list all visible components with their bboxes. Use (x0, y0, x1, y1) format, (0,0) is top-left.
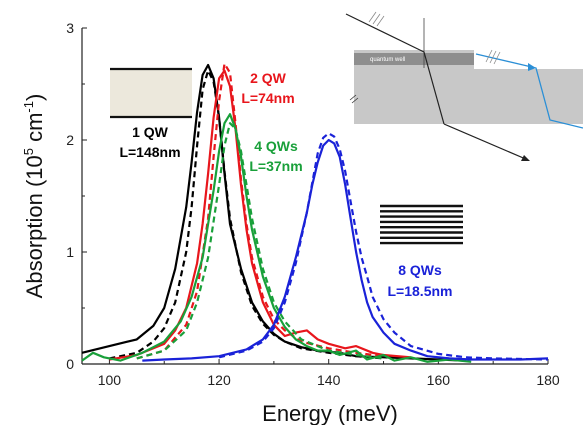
inset-quantum-well (354, 53, 474, 65)
x-axis-title: Energy (meV) (262, 401, 398, 425)
x-tick-label: 120 (207, 372, 231, 388)
x-tick-label: 100 (98, 372, 122, 388)
series-line-1 (109, 69, 384, 360)
series-line-4 (81, 113, 472, 363)
inset-slab-right (474, 69, 583, 124)
y-tick-label: 3 (66, 20, 74, 36)
y-title-unit-exp: -1 (21, 101, 36, 113)
x-tick-label: 140 (317, 372, 341, 388)
annotation-1qw-line2: L=148nm (119, 144, 180, 160)
y-title-unit: cm (22, 113, 47, 148)
series-line-5 (136, 122, 384, 360)
inset-black-ray-out (443, 123, 529, 161)
annotation-8qw: 8 QWs L=18.5nm (388, 262, 453, 299)
y-tick-label: 2 (66, 132, 74, 148)
inset-polarizer-black (368, 11, 385, 27)
y-title-main: Absorption (10 (22, 155, 47, 298)
y-axis-title: Absorption (105 cm-1) (21, 94, 47, 299)
series-curves (81, 62, 549, 363)
single-qw-icon (110, 67, 192, 119)
annotation-2qw-line2: L=74nm (241, 90, 294, 106)
inset-black-ray-refracted (423, 51, 445, 125)
y-tick-label: 1 (66, 244, 74, 260)
y-tick-label: 0 (66, 356, 74, 372)
annotation-2qw-line1: 2 QW (250, 70, 287, 86)
inset-black-arrowhead (521, 155, 530, 161)
x-tick-label: 180 (536, 372, 560, 388)
annotation-4qw-line1: 4 QWs (254, 138, 298, 154)
axis-ticks: 100 120 140 160 180 0 1 2 3 (66, 20, 560, 388)
inset-polarizer-blue (485, 49, 501, 65)
y-title-exp: 5 (21, 148, 36, 155)
geometry-inset: quantum well (345, 11, 583, 161)
annotation-1qw-line1: 1 QW (132, 124, 169, 140)
inset-blue-arrowhead (528, 63, 536, 71)
inset-blue-ray (475, 53, 583, 129)
annotation-8qw-line2: L=18.5nm (388, 283, 453, 299)
annotation-2qw: 2 QW L=74nm (241, 70, 294, 106)
annotation-1qw: 1 QW L=148nm (119, 124, 180, 160)
annotation-8qw-line1: 8 QWs (398, 262, 442, 278)
y-title-close: ) (22, 94, 47, 101)
annotation-4qw-line2: L=37nm (249, 158, 302, 174)
annotation-4qw: 4 QWs L=37nm (249, 138, 302, 174)
inset-quantum-well-label: quantum well (370, 57, 405, 63)
inset-black-ray-in (345, 13, 425, 53)
series-line-3 (136, 62, 384, 360)
single-qw-fill (110, 69, 192, 117)
inset-break-mark (349, 94, 359, 104)
multi-qw-icon (380, 204, 463, 245)
series-line-6 (142, 138, 549, 362)
x-tick-label: 160 (427, 372, 451, 388)
series-line-7 (218, 132, 549, 361)
